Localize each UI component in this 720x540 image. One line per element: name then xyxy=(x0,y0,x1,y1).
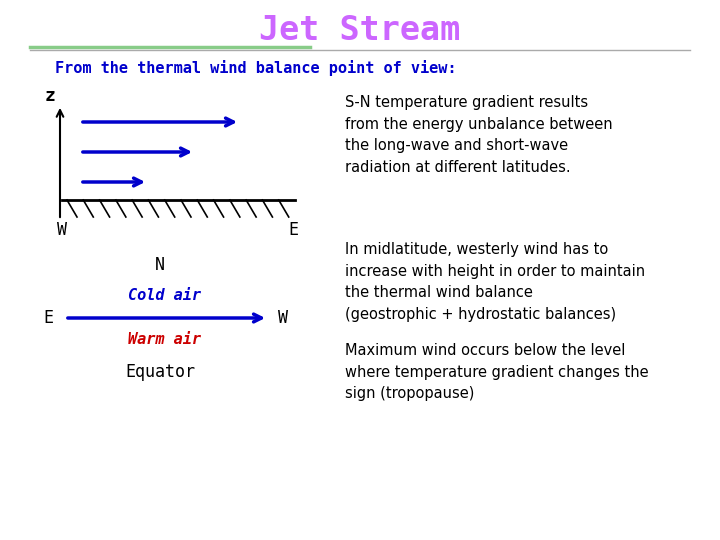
Text: E: E xyxy=(288,221,298,239)
Text: Jet Stream: Jet Stream xyxy=(259,14,461,46)
Text: W: W xyxy=(278,309,288,327)
Text: Warm air: Warm air xyxy=(128,333,202,348)
Text: E: E xyxy=(43,309,53,327)
Text: Maximum wind occurs below the level
where temperature gradient changes the
sign : Maximum wind occurs below the level wher… xyxy=(345,343,649,401)
Text: From the thermal wind balance point of view:: From the thermal wind balance point of v… xyxy=(55,60,456,76)
Text: Equator: Equator xyxy=(125,363,195,381)
Text: W: W xyxy=(57,221,67,239)
Text: N: N xyxy=(155,256,165,274)
Text: In midlatitude, westerly wind has to
increase with height in order to maintain
t: In midlatitude, westerly wind has to inc… xyxy=(345,242,645,322)
Text: z: z xyxy=(45,87,55,105)
Text: S-N temperature gradient results
from the energy unbalance between
the long-wave: S-N temperature gradient results from th… xyxy=(345,95,613,175)
Text: Cold air: Cold air xyxy=(128,287,202,302)
